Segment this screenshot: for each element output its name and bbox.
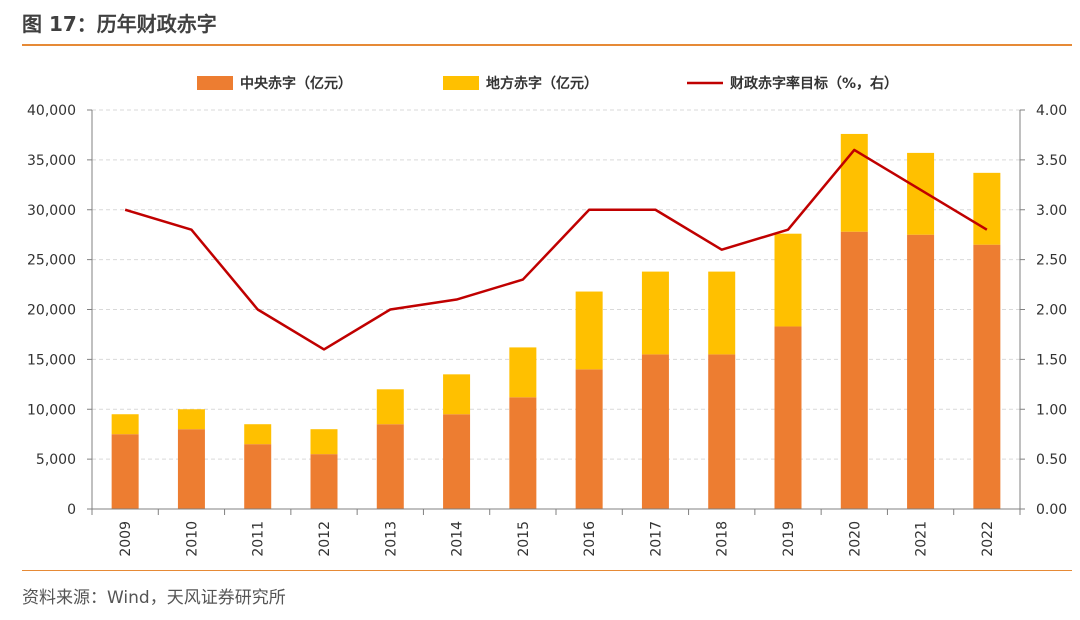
legend-swatch-local (443, 76, 479, 90)
y-right-tick-label: 4.00 (1036, 103, 1067, 119)
line-deficit-ratio-target (124, 148, 988, 351)
y-left-tick-label: 35,000 (27, 153, 76, 169)
x-tick-label: 2014 (450, 521, 466, 557)
bar-central-deficit (907, 234, 935, 509)
x-tick-label: 2017 (648, 521, 664, 557)
y-right-tick-label: 1.00 (1036, 402, 1067, 418)
bar-local-deficit (641, 271, 669, 355)
bar-central-deficit (509, 397, 537, 509)
y-right-tick-label: 0.50 (1036, 452, 1067, 468)
bar-central-deficit (973, 244, 1001, 509)
bar-central-deficit (310, 454, 338, 509)
source-divider (22, 570, 1072, 571)
deficit-chart: 中央赤字（亿元） 地方赤字（亿元） 财政赤字率目标（%，右） 0 0.005,000 0… (27, 75, 1067, 557)
y-right-tick-label: 2.50 (1036, 253, 1067, 269)
x-tick-label: 2015 (516, 521, 532, 557)
bar-central-deficit (244, 444, 272, 509)
legend-swatch-central (197, 76, 233, 90)
y-right-tick-label: 0.00 (1036, 502, 1067, 518)
legend-label-central: 中央赤字（亿元） (240, 75, 352, 92)
y-right-tick-label: 3.50 (1036, 153, 1067, 169)
bar-central-deficit (376, 424, 404, 509)
bar-local-deficit (111, 414, 139, 435)
y-right-tick-label: 3.00 (1036, 203, 1067, 219)
bar-local-deficit (509, 347, 537, 398)
bar-local-deficit (973, 172, 1001, 245)
bar-central-deficit (111, 434, 139, 509)
bar-local-deficit (177, 409, 205, 430)
bar-local-deficit (907, 152, 935, 235)
x-tick-label: 2011 (251, 521, 267, 557)
x-tick-label: 2020 (847, 521, 863, 557)
x-tick-label: 2013 (383, 521, 399, 557)
bar-central-deficit (443, 414, 471, 509)
bar-local-deficit (840, 133, 868, 232)
bar-local-deficit (575, 291, 603, 370)
x-tick-label: 2022 (980, 521, 996, 557)
legend-label-ratio: 财政赤字率目标（%，右） (729, 75, 898, 92)
x-tick-label: 2010 (184, 521, 200, 557)
y-left-tick-label: 15,000 (27, 352, 76, 368)
figure-title: 图 17：历年财政赤字 (22, 12, 217, 36)
bar-local-deficit (708, 271, 736, 355)
y-left-tick-label: 20,000 (27, 303, 76, 319)
source-note: 资料来源：Wind，天风证券研究所 (22, 588, 286, 608)
title-divider (22, 44, 1072, 46)
y-left-tick-label: 0 (67, 502, 76, 518)
bars (111, 133, 1001, 509)
bar-central-deficit (177, 429, 205, 509)
y-left-tick-label: 5,000 (36, 452, 76, 468)
x-tick-label: 2012 (317, 521, 333, 557)
x-tick-label: 2021 (914, 521, 930, 557)
bar-central-deficit (840, 231, 868, 509)
bar-central-deficit (708, 354, 736, 509)
x-tick-label: 2016 (582, 521, 598, 557)
x-tick-label: 2009 (118, 521, 134, 557)
y-left-tick-label: 40,000 (27, 103, 76, 119)
x-tick-label: 2019 (781, 521, 797, 557)
bar-local-deficit (376, 389, 404, 425)
y-right-tick-label: 2.00 (1036, 303, 1067, 319)
bar-local-deficit (244, 424, 272, 445)
y-right-tick-label: 1.50 (1036, 352, 1067, 368)
bar-central-deficit (641, 354, 669, 509)
bar-central-deficit (774, 326, 802, 509)
bar-local-deficit (443, 374, 471, 415)
legend: 中央赤字（亿元） 地方赤字（亿元） 财政赤字率目标（%，右） (197, 75, 898, 92)
legend-label-local: 地方赤字（亿元） (486, 75, 598, 92)
y-left-tick-label: 30,000 (27, 203, 76, 219)
x-tick-label: 2018 (715, 521, 731, 557)
bar-central-deficit (575, 369, 603, 509)
y-left-tick-label: 25,000 (27, 253, 76, 269)
line-series (124, 148, 988, 351)
axes (87, 109, 1025, 515)
gridlines (92, 109, 1020, 460)
y-left-tick-label: 10,000 (27, 402, 76, 418)
tick-labels: 0 0.00 5,000 0.50 10,000 1.00 15,000 1.50 20,000… (27, 103, 1067, 557)
bar-local-deficit (310, 429, 338, 455)
bar-local-deficit (774, 233, 802, 327)
